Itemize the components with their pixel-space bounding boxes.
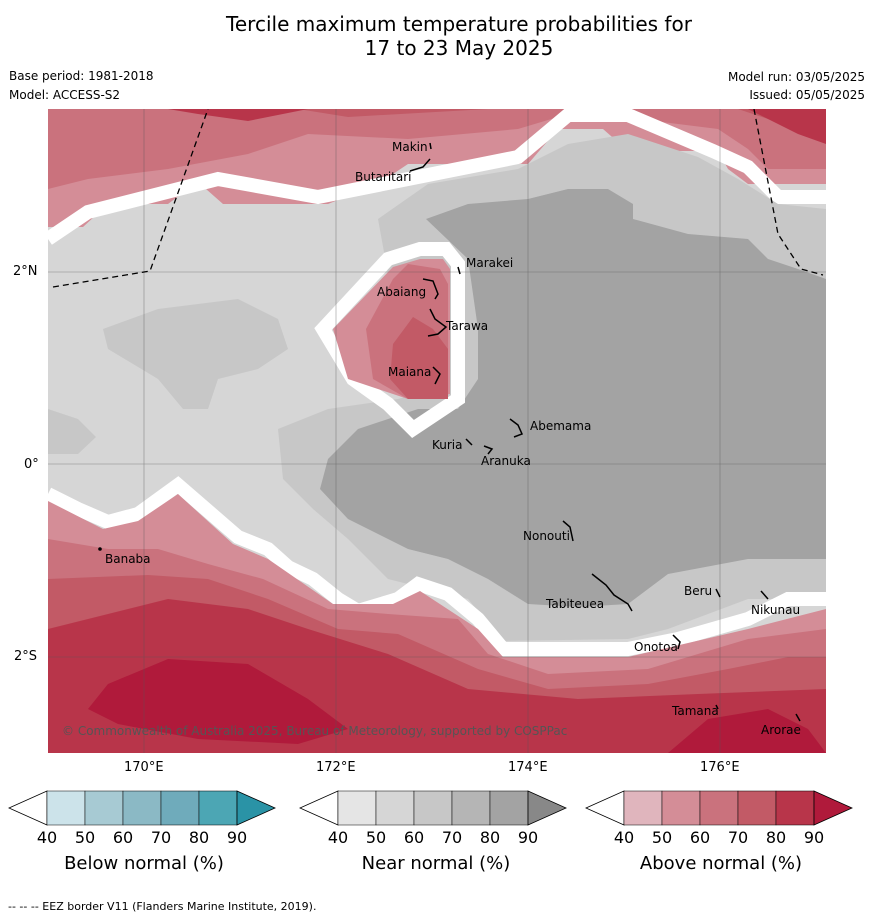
- near-normal-70-region: [320, 189, 826, 607]
- colorbar-title-near: Near normal (%): [361, 853, 511, 874]
- colorbar-segment: [84, 790, 124, 826]
- colorbar-tick-label: 60: [689, 828, 711, 847]
- label-tamana: Tamana: [672, 704, 719, 718]
- colorbar-segment: [337, 790, 377, 826]
- colorbar-over-triangle: [527, 790, 567, 826]
- label-arorae: Arorae: [761, 723, 801, 737]
- colorbar-segment: [46, 790, 86, 826]
- colorbar-tick-label: 70: [441, 828, 463, 847]
- label-marakei: Marakei: [466, 256, 514, 270]
- label-makin: Makin: [392, 140, 428, 154]
- lat-label-0: 0°: [24, 457, 39, 472]
- colorbar-over-triangle: [813, 790, 853, 826]
- colorbar-segment: [375, 790, 415, 826]
- north-above-60-region: [48, 109, 826, 189]
- colorbar-under-triangle: [585, 790, 625, 826]
- label-nikunau: Nikunau: [751, 603, 801, 617]
- lon-label-174e: 174°E: [508, 760, 548, 775]
- eez-legend-note: -- -- -- EEZ border V11 (Flanders Marine…: [8, 900, 317, 913]
- label-onotoa: Onotoa: [634, 640, 678, 654]
- colorbar-tick-label: 40: [36, 828, 58, 847]
- label-abemama: Abemama: [530, 419, 592, 433]
- model-run: Model run: 03/05/2025: [727, 70, 865, 84]
- model-name: Model: ACCESS-S2: [9, 88, 121, 102]
- issued-date: Issued: 05/05/2025: [749, 88, 865, 102]
- label-aranuka: Aranuka: [481, 454, 531, 468]
- colorbar-segment: [775, 790, 815, 826]
- colorbar-tick-label: 40: [613, 828, 635, 847]
- probability-map: [48, 109, 826, 753]
- label-nonouti: Nonouti: [523, 529, 570, 543]
- colorbar-tick-label: 50: [365, 828, 387, 847]
- colorbar-tick-label: 60: [403, 828, 425, 847]
- lat-label-2n: 2°N: [13, 264, 38, 279]
- colorbar-below-normal: [8, 790, 276, 826]
- colorbar-tick-label: 80: [188, 828, 210, 847]
- title-line-1: Tercile maximum temperature probabilitie…: [226, 12, 692, 36]
- base-period: Base period: 1981-2018: [9, 69, 154, 83]
- colorbar-segment: [661, 790, 701, 826]
- lat-label-2s: 2°S: [14, 649, 38, 664]
- banaba-marker: [98, 547, 102, 551]
- colorbar-segment: [413, 790, 453, 826]
- label-tarawa: Tarawa: [446, 319, 489, 333]
- colorbar-segment: [623, 790, 663, 826]
- colorbar-segment: [699, 790, 739, 826]
- north-above-70-region: [48, 109, 826, 139]
- colorbar-segment: [160, 790, 200, 826]
- lon-label-172e: 172°E: [316, 760, 356, 775]
- colorbar-tick-label: 70: [150, 828, 172, 847]
- gridlines: [48, 109, 826, 753]
- label-butaritari: Butaritari: [355, 170, 412, 184]
- islands: [409, 142, 801, 722]
- colorbar-segment: [198, 790, 238, 826]
- colorbar-tick-label: 90: [226, 828, 248, 847]
- chart-title: Tercile maximum temperature probabilitie…: [0, 12, 873, 60]
- colorbar-tick-label: 70: [727, 828, 749, 847]
- colorbar-tick-label: 40: [327, 828, 349, 847]
- lon-label-170e: 170°E: [124, 760, 164, 775]
- colorbar-over-triangle: [236, 790, 276, 826]
- north-contour-line: [48, 109, 826, 245]
- colorbar-segment: [489, 790, 529, 826]
- south-above-90-region: [88, 659, 826, 753]
- label-maiana: Maiana: [388, 365, 432, 379]
- colorbar-under-triangle: [8, 790, 48, 826]
- north-above-80-region: [168, 109, 826, 144]
- colorbar-title-below: Below normal (%): [64, 853, 224, 874]
- label-tabiteuea: Tabiteuea: [546, 597, 605, 611]
- colorbars: [8, 790, 853, 826]
- colorbar-tick-label: 90: [803, 828, 825, 847]
- central-above-40-outline: [314, 242, 465, 439]
- colorbar-near-normal: [299, 790, 567, 826]
- colorbar-tick-label: 50: [651, 828, 673, 847]
- colorbar-tick-label: 50: [74, 828, 96, 847]
- central-above-70-region: [390, 317, 448, 399]
- colorbar-under-triangle: [299, 790, 339, 826]
- label-abaiang: Abaiang: [377, 285, 427, 299]
- colorbar-tick-label: 80: [479, 828, 501, 847]
- title-line-2: 17 to 23 May 2025: [364, 36, 554, 60]
- colorbar-segment: [737, 790, 777, 826]
- label-kuria: Kuria: [432, 438, 463, 452]
- colorbar-segment: [451, 790, 491, 826]
- colorbar-tick-label: 80: [765, 828, 787, 847]
- label-banaba: Banaba: [105, 552, 151, 566]
- label-beru: Beru: [684, 584, 713, 598]
- colorbar-tick-label: 60: [112, 828, 134, 847]
- colorbar-title-above: Above normal (%): [639, 853, 803, 874]
- colorbar-segment: [122, 790, 162, 826]
- eez-border: [52, 109, 824, 288]
- colorbar-above-normal: [585, 790, 853, 826]
- copyright-notice: © Commonwealth of Australia 2025, Bureau…: [62, 724, 568, 738]
- colorbar-tick-label: 90: [517, 828, 539, 847]
- lon-label-176e: 176°E: [700, 760, 740, 775]
